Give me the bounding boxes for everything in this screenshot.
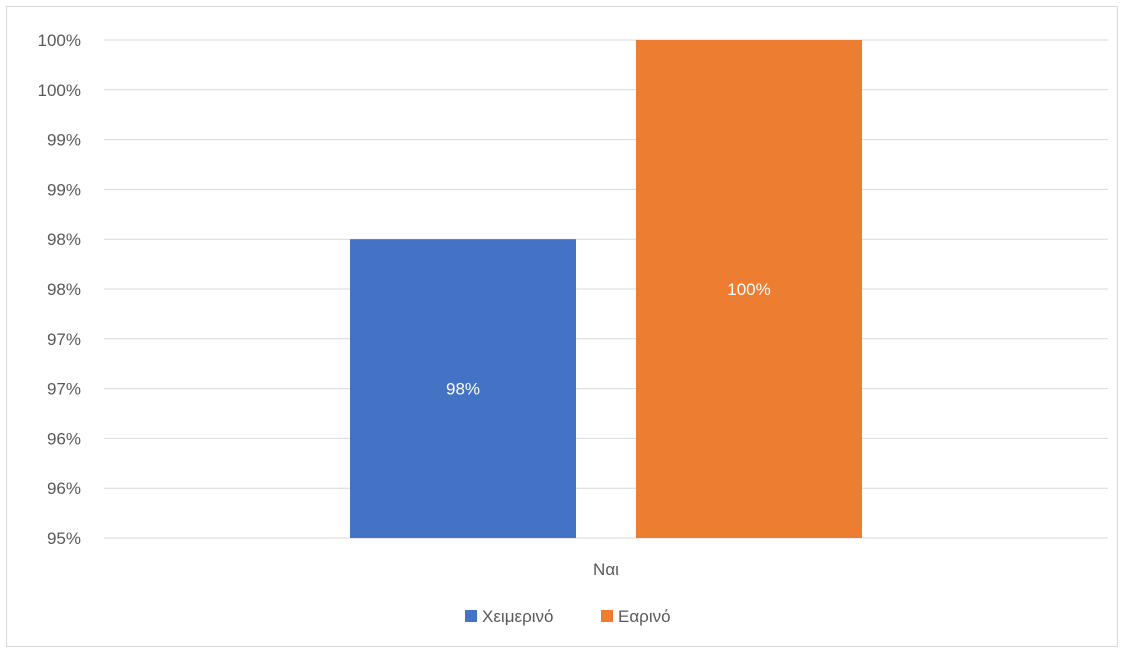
y-tick-label: 97% [47,330,81,349]
y-axis-tick-labels: 95% 96% 96% 97% 97% 98% 98% 99% 99% 100% 100% [38,31,81,548]
y-tick-label: 98% [47,230,81,249]
y-tick-label: 100% [38,31,81,50]
y-tick-label: 100% [38,81,81,100]
data-label: 100% [727,280,770,299]
legend-label: Χειμερινό [482,607,553,626]
bar-winter [350,239,576,538]
legend-item-spring[interactable]: Εαρινό [601,607,671,626]
legend: Χειμερινό Εαρινό [465,607,671,626]
gridlines [104,39,1108,539]
legend-swatch [601,610,613,622]
y-tick-label: 96% [47,429,81,448]
legend-swatch [465,610,477,622]
bars [350,40,862,538]
y-tick-label: 99% [47,180,81,199]
data-labels: 98% 100% [446,280,771,399]
legend-label: Εαρινό [618,607,671,626]
bar-spring [636,40,862,538]
y-tick-label: 95% [47,529,81,548]
y-tick-label: 96% [47,479,81,498]
x-category-label: Ναι [593,560,619,579]
y-tick-label: 99% [47,131,81,150]
category-labels: Ναι [593,560,619,579]
data-label: 98% [446,380,480,399]
y-tick-label: 97% [47,380,81,399]
legend-item-winter[interactable]: Χειμερινό [465,607,553,626]
y-tick-label: 98% [47,280,81,299]
